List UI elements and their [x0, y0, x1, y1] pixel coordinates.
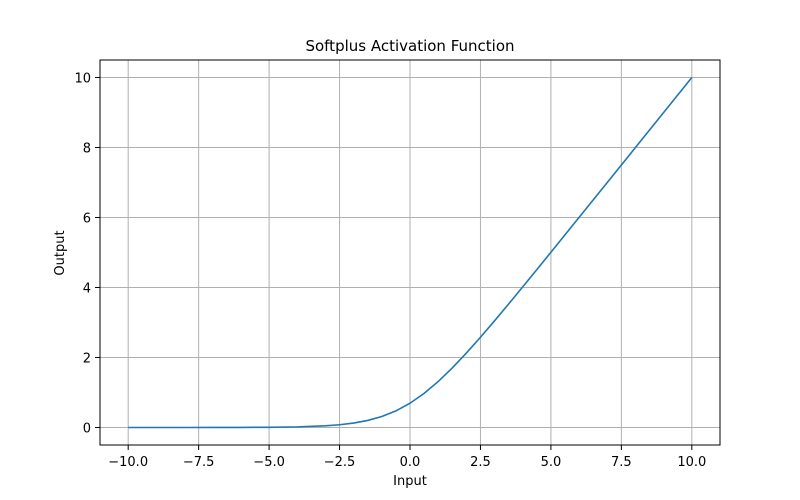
grid-lines [100, 60, 720, 445]
x-tick-label: −10.0 [108, 455, 148, 470]
x-axis-label: Input [393, 474, 427, 489]
y-tick-label: 10 [74, 72, 91, 87]
y-axis-label: Output [53, 230, 68, 275]
y-tick-label: 8 [83, 142, 91, 157]
x-tick-label: −7.5 [183, 455, 215, 470]
y-tick-label: 2 [83, 352, 91, 367]
chart-title: Softplus Activation Function [305, 37, 514, 55]
y-axis-ticks: 0 2 4 6 8 10 [74, 72, 100, 437]
x-tick-label: −5.0 [253, 455, 285, 470]
x-tick-label: 7.5 [611, 455, 632, 470]
x-tick-label: 10.0 [677, 455, 706, 470]
y-tick-label: 4 [83, 282, 91, 297]
y-tick-label: 6 [83, 212, 91, 227]
x-tick-label: 5.0 [541, 455, 562, 470]
x-tick-label: 0.0 [400, 455, 421, 470]
softplus-line [128, 76, 693, 429]
x-tick-label: −2.5 [324, 455, 356, 470]
x-axis-ticks: −10.0 −7.5 −5.0 −2.5 0.0 2.5 5.0 7.5 10.0 [108, 445, 706, 470]
y-tick-label: 0 [83, 422, 91, 437]
x-tick-label: 2.5 [470, 455, 491, 470]
